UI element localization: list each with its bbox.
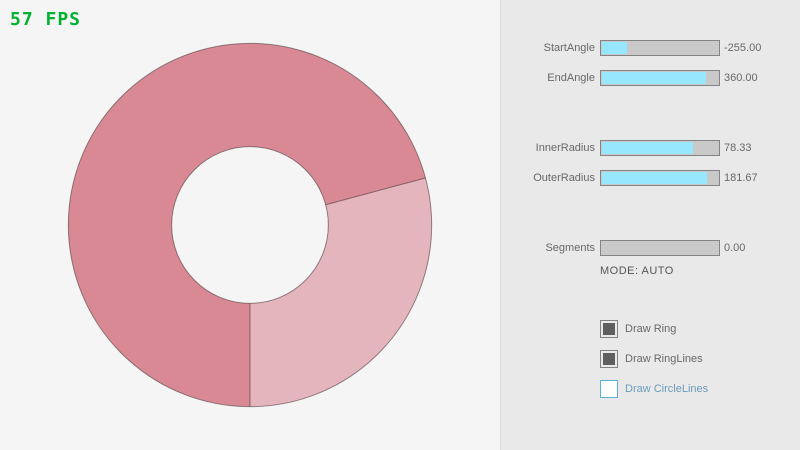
outer-radius-value: 181.67 <box>724 172 758 184</box>
ring-start-angle-line <box>325 177 426 206</box>
slider-row-end-angle: EndAngle 360.00 <box>0 70 800 86</box>
inner-radius-value: 78.33 <box>724 142 752 154</box>
outer-radius-label: OuterRadius <box>533 172 595 184</box>
slider-fill-bar <box>602 42 628 54</box>
slider-fill-bar <box>602 172 708 184</box>
slider-fill-bar <box>602 142 693 154</box>
checkbox-check-mark <box>603 323 615 335</box>
start-angle-value: -255.00 <box>724 42 762 54</box>
draw-circlelines-checkbox-row: Draw CircleLines <box>600 380 800 398</box>
fps-counter: 57 FPS <box>10 9 82 30</box>
inner-radius-slider[interactable] <box>600 140 720 156</box>
draw-ring-label: Draw Ring <box>625 323 677 335</box>
slider-row-segments: Segments 0.00 <box>0 240 800 256</box>
inner-radius-label: InnerRadius <box>535 142 595 154</box>
end-angle-value: 360.00 <box>724 72 758 84</box>
ring-outer-line <box>67 42 433 408</box>
ring-single-region <box>250 177 432 407</box>
end-angle-slider[interactable] <box>600 70 720 86</box>
draw-circlelines-label: Draw CircleLines <box>625 383 709 395</box>
draw-circlelines-checkbox[interactable] <box>600 380 618 398</box>
slider-row-outer-radius: OuterRadius 181.67 <box>0 170 800 186</box>
checkbox-check-mark <box>603 353 615 365</box>
slider-row-inner-radius: InnerRadius 78.33 <box>0 140 800 156</box>
slider-fill-bar <box>602 72 707 84</box>
draw-ringlines-label: Draw RingLines <box>625 353 703 365</box>
draw-ring-checkbox-row: Draw Ring <box>600 320 800 338</box>
start-angle-slider[interactable] <box>600 40 720 56</box>
segments-slider[interactable] <box>600 240 720 256</box>
ring-inner-line <box>171 146 329 304</box>
start-angle-label: StartAngle <box>543 42 595 54</box>
segments-label: Segments <box>545 242 595 254</box>
slider-row-start-angle: StartAngle -255.00 <box>0 40 800 56</box>
draw-ringlines-checkbox[interactable] <box>600 350 618 368</box>
outer-radius-slider[interactable] <box>600 170 720 186</box>
segments-value: 0.00 <box>724 242 746 254</box>
draw-ring-checkbox[interactable] <box>600 320 618 338</box>
end-angle-label: EndAngle <box>547 72 595 84</box>
segments-mode-label: MODE: AUTO <box>600 265 674 277</box>
draw-ringlines-checkbox-row: Draw RingLines <box>600 350 800 368</box>
ring-canvas <box>67 42 433 408</box>
